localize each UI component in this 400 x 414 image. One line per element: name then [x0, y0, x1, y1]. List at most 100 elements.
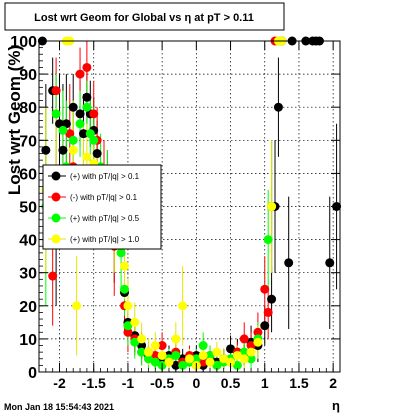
data-point-series-4: [72, 301, 82, 311]
data-point-series-4: [120, 261, 130, 271]
x-tick-label: 2: [329, 375, 337, 391]
x-axis-label: η: [332, 398, 340, 413]
data-point-series-2: [65, 129, 75, 139]
data-point-series-1: [260, 321, 270, 331]
data-point-series-2: [82, 62, 92, 72]
x-tick-label: -2: [53, 375, 66, 391]
footer-timestamp: Mon Jan 18 15:54:43 2021: [4, 402, 114, 412]
data-point-series-3: [263, 235, 273, 245]
data-point-series-2: [246, 341, 256, 351]
data-point-series-4: [123, 301, 133, 311]
data-point-series-4: [150, 341, 160, 351]
data-point-series-1: [92, 149, 102, 159]
legend: (+) with pT/|q| > 0.1 (-) with pT/|q| > 0…: [42, 164, 162, 250]
data-point-series-3: [232, 360, 242, 370]
data-point-series-3: [178, 360, 188, 370]
data-point-series-2: [123, 327, 133, 337]
y-tick-label: 10: [19, 332, 37, 349]
x-tick-label: -1.5: [82, 375, 106, 391]
data-point-series-4: [130, 317, 140, 327]
data-point-series-3: [143, 354, 153, 364]
data-point-series-3: [212, 360, 222, 370]
legend-marker: [51, 171, 61, 181]
data-point-series-1: [137, 341, 147, 351]
y-tick-label: 90: [19, 67, 37, 84]
data-point-series-4: [267, 202, 277, 211]
x-tick-label: -0.5: [150, 375, 174, 391]
data-point-series-2: [89, 109, 99, 119]
y-tick-label: 50: [19, 200, 37, 217]
data-point-series-1: [273, 102, 283, 112]
data-point-series-4: [246, 347, 256, 357]
data-point-series-4: [157, 350, 167, 360]
legend-box: [42, 164, 162, 250]
data-point-series-2: [260, 284, 270, 294]
data-point-series-2: [51, 86, 61, 96]
data-point-series-3: [123, 321, 133, 331]
title-box: [4, 2, 285, 31]
data-point-series-3: [58, 125, 68, 135]
data-point-series-3: [89, 135, 99, 145]
x-tick-label: 1: [261, 375, 269, 391]
data-point-series-3: [198, 341, 208, 351]
data-point-series-4: [82, 152, 92, 162]
legend-marker: [51, 234, 61, 244]
chart-title: Lost wrt Geom for Global vs η at pT > 0.…: [34, 12, 254, 24]
x-tick-label: 0.5: [221, 375, 241, 391]
x-tick-label: -1: [122, 375, 135, 391]
y-tick-label: 20: [19, 299, 37, 316]
data-point-series-1: [55, 119, 65, 129]
data-point-series-1: [171, 360, 181, 370]
data-point-series-1: [325, 258, 335, 268]
data-point-series-2: [198, 357, 208, 367]
data-point-series-1: [41, 145, 51, 155]
y-tick-label: 60: [19, 166, 37, 183]
data-point-series-3: [51, 109, 61, 119]
data-point-series-4: [219, 354, 229, 364]
legend-marker: [51, 192, 61, 202]
data-point-series-2: [75, 69, 85, 79]
data-point-series-4: [239, 354, 249, 364]
data-point-series-1: [284, 258, 294, 268]
data-point-series-4: [137, 334, 147, 344]
data-point-series-1: [61, 119, 71, 129]
data-point-series-2: [239, 334, 249, 344]
y-axis-label: Lost wrt Geom (%): [5, 45, 24, 195]
data-point-series-3: [82, 102, 92, 112]
data-point-series-2: [157, 341, 167, 351]
data-point-series-1: [226, 344, 236, 354]
data-point-series-4: [253, 337, 263, 347]
data-point-series-3: [246, 354, 256, 364]
y-tick-label: 80: [19, 100, 37, 117]
data-point-series-3: [137, 347, 147, 357]
data-point-series-3: [171, 350, 181, 360]
data-point-series-2: [263, 307, 273, 317]
data-point-series-3: [120, 284, 130, 294]
data-point-series-3: [130, 337, 140, 347]
data-point-series-3: [75, 119, 85, 129]
data-point-series-1: [267, 294, 277, 304]
data-point-series-2: [48, 271, 58, 281]
legend-label: (+) with pT/|q| > 0.1: [70, 172, 140, 181]
data-point-series-4: [212, 347, 222, 357]
y-tick-label: 40: [19, 233, 37, 250]
data-point-series-2: [253, 327, 263, 337]
data-point-series-4: [232, 350, 242, 360]
legend-label: (+) with pT/|q| > 0.5: [70, 214, 140, 223]
legend-marker: [51, 213, 61, 223]
data-point-series-4: [171, 334, 181, 344]
y-tick-label: 100: [10, 34, 37, 51]
data-point-series-3: [150, 357, 160, 367]
axis-ticks: [38, 40, 341, 373]
data-point-series-3: [68, 135, 78, 145]
data-point-series-4: [164, 357, 174, 367]
data-point-series-1: [78, 129, 88, 139]
x-tick-label: 0: [192, 375, 200, 391]
data-point-series-1: [58, 145, 68, 155]
data-point-series-4: [226, 357, 236, 367]
data-point-series-2: [150, 350, 160, 360]
data-point-series-4: [178, 301, 188, 311]
data-point-series-1: [82, 92, 92, 102]
data-point-series-3: [85, 129, 95, 139]
